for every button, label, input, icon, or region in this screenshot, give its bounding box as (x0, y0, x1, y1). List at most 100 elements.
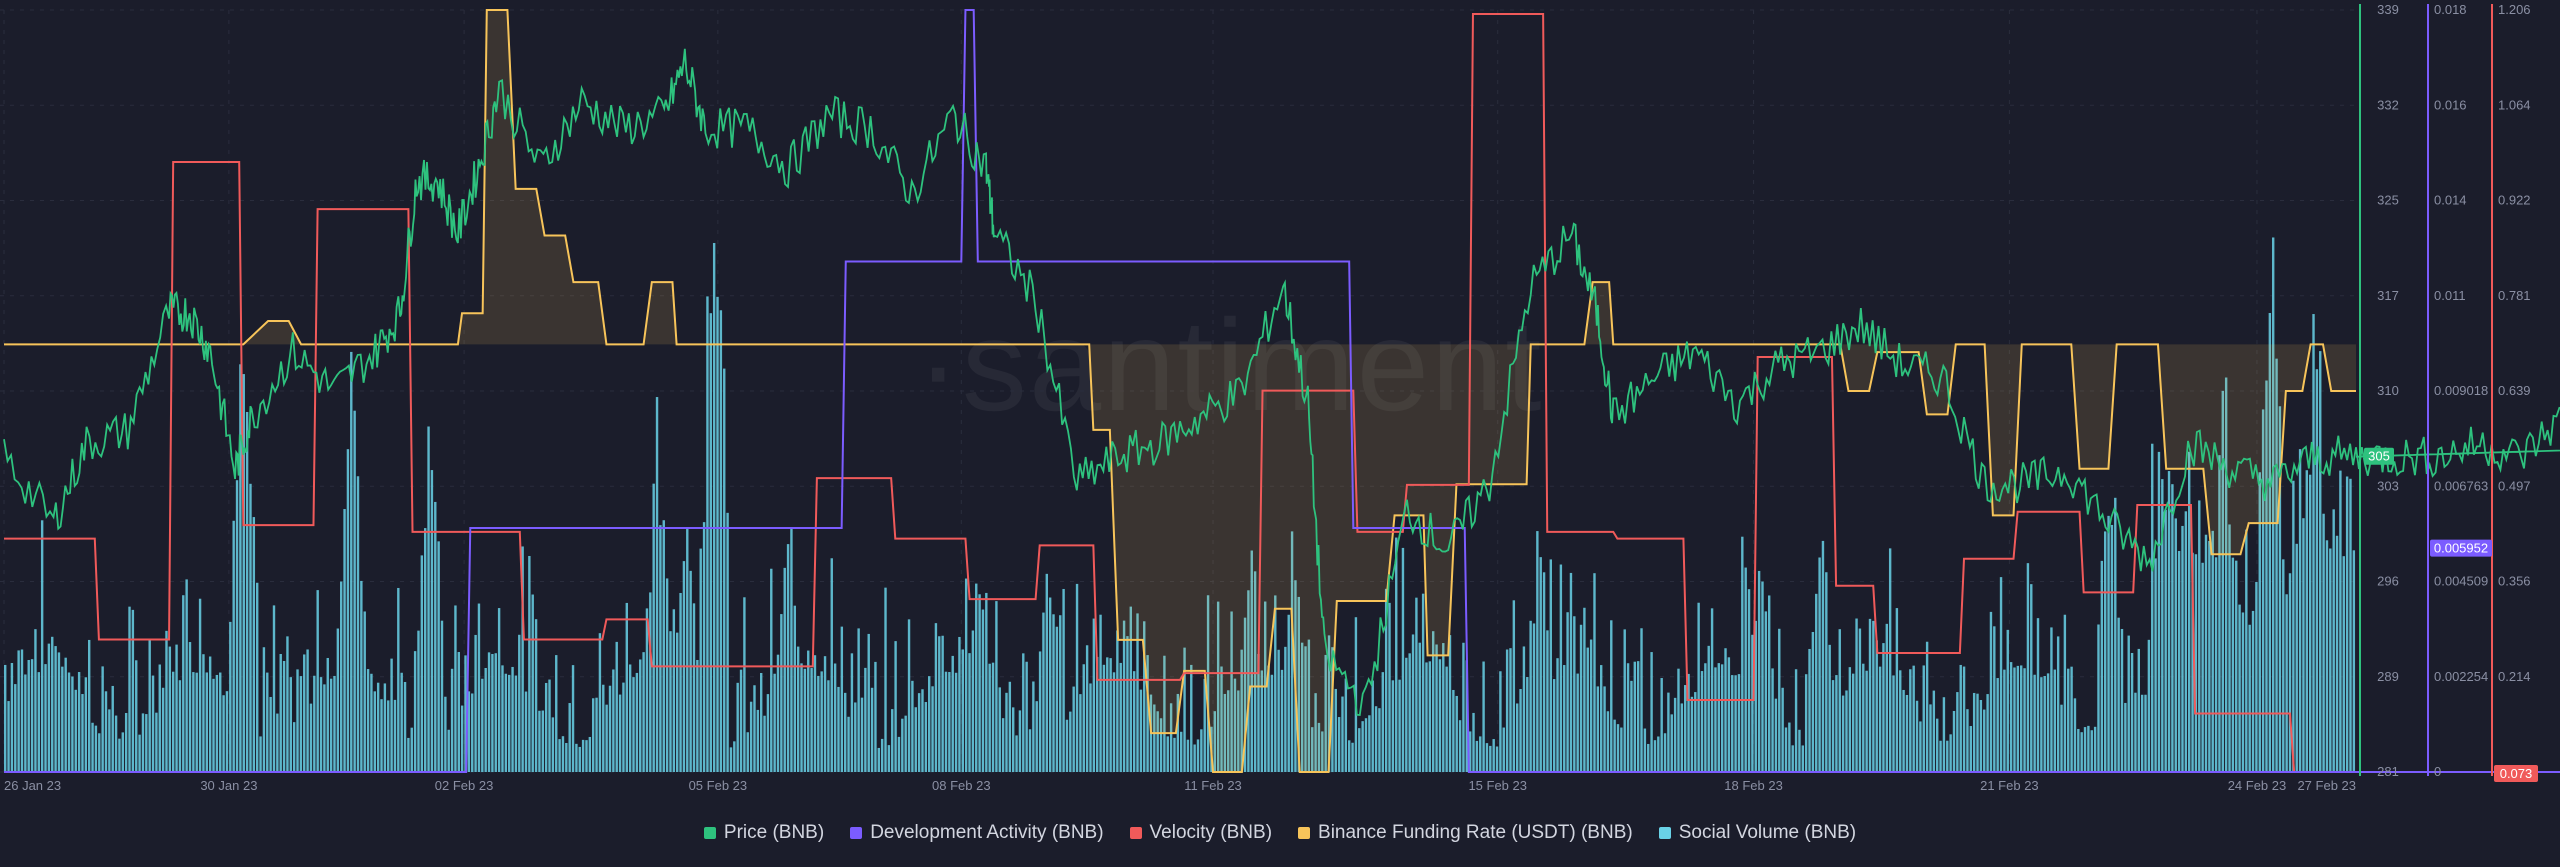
social-volume-bar (1731, 675, 1734, 772)
social-volume-bar (880, 738, 884, 772)
social-volume-bar (88, 639, 91, 772)
social-volume-bar (131, 609, 135, 772)
social-volume-bar (1559, 564, 1563, 772)
legend-item-dev[interactable]: Development Activity (BNB) (850, 822, 1104, 844)
social-volume-bar (696, 659, 699, 772)
social-volume-bar (870, 687, 874, 772)
social-volume-bar (101, 666, 104, 772)
development-activity-line (4, 9, 2560, 773)
social-volume-bar (1878, 666, 1882, 772)
social-volume-bar (753, 685, 756, 772)
social-volume-bar (2345, 476, 2349, 772)
social-volume-bar (1327, 635, 1331, 772)
social-volume-bar (440, 620, 444, 772)
social-volume-bar (2043, 676, 2046, 772)
social-volume-bar (706, 296, 709, 772)
social-volume-bar (1720, 664, 1724, 772)
social-volume-bar (864, 667, 867, 772)
social-volume-bar (1398, 679, 1401, 772)
social-volume-bar (424, 528, 427, 772)
social-volume-bar (1479, 736, 1482, 772)
social-volume-bar (2315, 369, 2319, 772)
social-volume-bar (316, 590, 319, 772)
social-volume-bar (1925, 641, 1929, 772)
social-volume-bar (175, 644, 178, 772)
social-volume-bar (2258, 472, 2261, 772)
social-volume-bar (1109, 658, 1112, 772)
social-volume-bar (598, 633, 602, 772)
social-volume-bar (141, 713, 145, 772)
social-volume-bar (1435, 644, 1438, 772)
social-volume-bar (2177, 550, 2181, 772)
social-volume-bar (343, 509, 346, 772)
social-volume-bar (1516, 703, 1519, 772)
social-volume-bar (689, 570, 692, 772)
social-volume-bar (1754, 620, 1757, 772)
social-volume-bar (1428, 661, 1432, 772)
social-volume-bar (521, 546, 524, 772)
social-volume-bar (1022, 653, 1025, 772)
social-volume-bar (773, 673, 776, 772)
social-volume-bar (1757, 570, 1761, 772)
social-volume-bar (1576, 673, 1579, 772)
social-volume-bar (1270, 674, 1274, 772)
dev-tick-label: 0 (2434, 764, 2441, 779)
social-volume-bar (1902, 689, 1905, 772)
social-volume-bar (111, 685, 114, 772)
social-volume-bar (1932, 690, 1936, 772)
social-volume-bar (292, 722, 296, 772)
social-volume-bar (1727, 657, 1731, 772)
social-volume-bar (457, 652, 460, 772)
legend-item-price[interactable]: Price (BNB) (703, 822, 824, 844)
social-volume-bar (2224, 377, 2228, 772)
social-volume-bar (1371, 680, 1374, 772)
social-volume-bar (2013, 667, 2016, 772)
social-volume-bar (252, 517, 256, 772)
price-tick-label: 303 (2377, 478, 2399, 493)
social-volume-bar (1153, 704, 1156, 772)
social-volume-bar (353, 410, 356, 772)
social-volume-bar (420, 555, 424, 772)
social-volume-bar (1025, 661, 1028, 772)
social-volume-bar (964, 578, 968, 772)
social-volume-bar (504, 673, 508, 772)
social-volume-bar (460, 705, 464, 772)
social-volume-bar (686, 527, 689, 772)
social-volume-bar (1895, 608, 1899, 772)
social-volume-bar (124, 713, 128, 772)
legend-item-velocity[interactable]: Velocity (BNB) (1129, 822, 1272, 844)
social-volume-bar (417, 630, 420, 772)
social-volume-bar (1317, 722, 1321, 772)
social-volume-bar (1230, 611, 1233, 772)
social-volume-bar (128, 606, 131, 772)
social-volume-bar (1465, 660, 1468, 772)
social-volume-bar (2231, 557, 2235, 772)
social-volume-bar (739, 669, 743, 772)
social-volume-bar (2023, 668, 2026, 772)
social-volume-bar (615, 641, 618, 772)
social-volume-bar (1804, 674, 1808, 772)
social-volume-bar (1260, 670, 1264, 772)
social-volume-bar (1334, 688, 1337, 772)
social-volume-bar (2124, 702, 2127, 772)
social-volume-bar (1663, 733, 1667, 772)
social-volume-bar (2127, 635, 2130, 772)
social-volume-bar (1509, 648, 1512, 772)
social-volume-bar (1794, 669, 1798, 772)
legend-item-social[interactable]: Social Volume (BNB) (1658, 822, 1856, 844)
social-volume-bar (807, 650, 810, 772)
social-volume-bar (1912, 665, 1915, 772)
social-volume-bar (151, 675, 155, 772)
social-volume-bar (192, 672, 195, 772)
social-volume-bar (108, 709, 111, 772)
social-volume-bar (1008, 681, 1012, 772)
social-volume-bar (1972, 692, 1976, 772)
social-volume-bar (360, 580, 363, 772)
social-volume-bar (1539, 557, 1542, 772)
social-volume-bar (198, 598, 202, 772)
social-volume-bar (2322, 513, 2325, 772)
legend-item-funding[interactable]: Binance Funding Rate (USDT) (BNB) (1298, 822, 1633, 844)
social-volume-bar (1952, 710, 1956, 772)
social-volume-bar (195, 672, 198, 772)
social-volume-bar (474, 634, 477, 772)
